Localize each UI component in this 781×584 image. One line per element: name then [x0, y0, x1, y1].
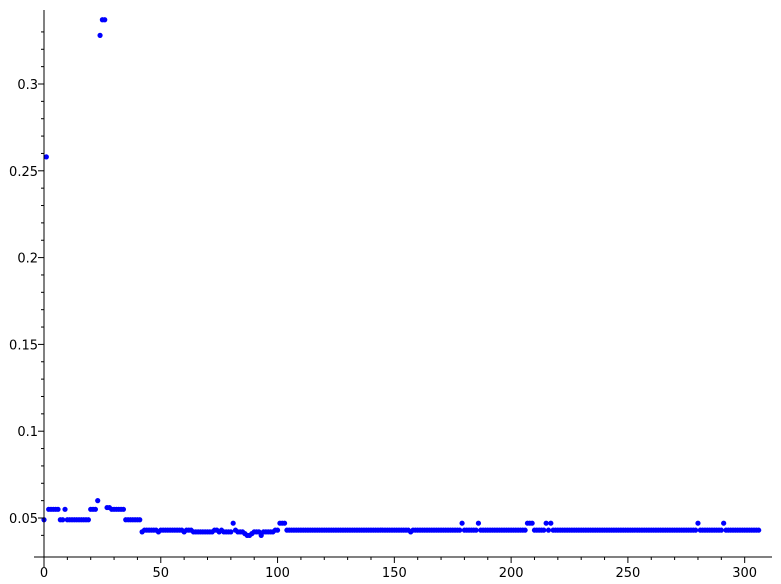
data-point — [473, 527, 479, 533]
data-point — [548, 520, 554, 526]
data-point — [543, 520, 549, 526]
x-tick-label-100: 100 — [265, 566, 290, 581]
data-point — [522, 527, 528, 533]
data-point — [55, 506, 61, 512]
x-tick-label-50: 50 — [153, 566, 170, 581]
data-point — [97, 32, 103, 38]
y-tick-label-0.1: 0.1 — [17, 425, 38, 440]
data-point — [102, 17, 108, 23]
data-point — [85, 517, 91, 523]
y-tick-label-0.2: 0.2 — [17, 252, 38, 267]
data-point — [695, 520, 701, 526]
data-point — [228, 529, 234, 535]
data-point — [721, 520, 727, 526]
data-point — [60, 517, 66, 523]
x-tick-label-200: 200 — [499, 566, 524, 581]
data-point — [230, 520, 236, 526]
data-point — [120, 506, 127, 512]
data-point — [541, 527, 547, 533]
data-point — [281, 520, 288, 526]
x-axis-ticks: 0 50 100 150 200 250 300 — [40, 557, 757, 581]
x-tick-label-150: 150 — [382, 566, 407, 581]
data-point — [545, 527, 552, 533]
data-point — [95, 498, 101, 504]
data-point — [274, 527, 281, 533]
data-point — [693, 527, 699, 533]
data-point — [62, 506, 68, 512]
data-point — [137, 517, 143, 523]
data-point — [529, 520, 535, 526]
y-tick-label-0.25: 0.25 — [9, 165, 38, 180]
data-point — [92, 506, 98, 512]
y-tick-label-0.05: 0.05 — [9, 512, 38, 527]
x-tick-label-300: 300 — [732, 566, 757, 581]
data-point — [459, 520, 465, 526]
y-axis-ticks: 0.05 0.1 0.15 0.2 0.25 0.3 — [9, 31, 44, 536]
data-point — [756, 527, 762, 533]
y-tick-label-0.3: 0.3 — [17, 78, 38, 93]
data-point — [43, 154, 49, 160]
y-tick-label-0.15: 0.15 — [9, 338, 38, 353]
data-point — [457, 527, 463, 533]
x-tick-label-250: 250 — [615, 566, 640, 581]
data-point — [718, 527, 724, 533]
data-points — [41, 17, 762, 538]
data-point — [475, 520, 482, 526]
x-tick-label-0: 0 — [40, 566, 48, 581]
